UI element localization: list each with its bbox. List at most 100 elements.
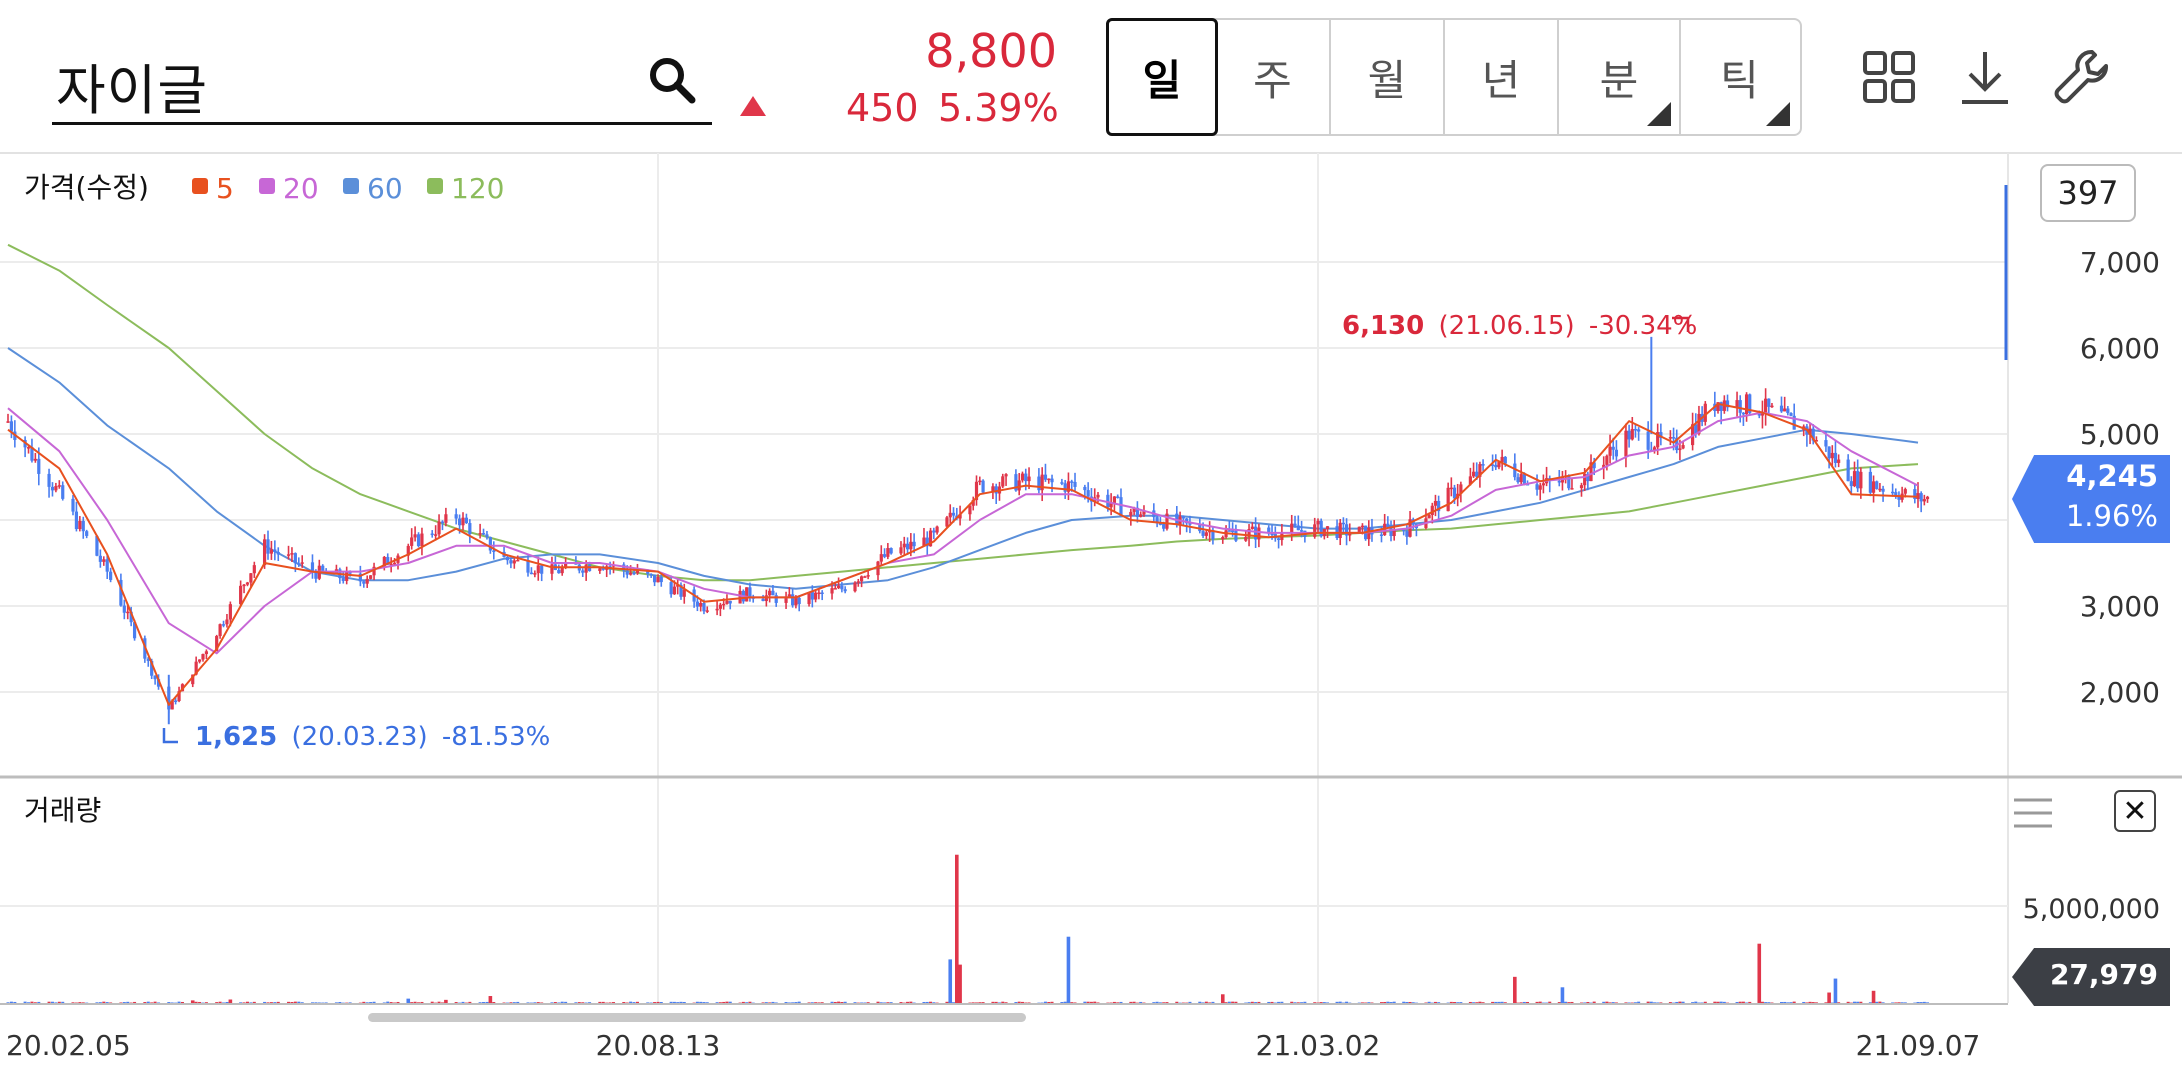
volume-bar	[1538, 1001, 1542, 1003]
candle-body	[797, 597, 801, 605]
candle-body	[509, 560, 513, 564]
volume-bar	[317, 1002, 321, 1003]
candle-body	[1267, 527, 1271, 534]
volume-bar	[1408, 1001, 1412, 1003]
volume-bar	[705, 1002, 709, 1003]
candle-body	[1719, 402, 1723, 411]
search-input[interactable]: 자이글	[56, 59, 209, 122]
candle-body	[635, 570, 640, 574]
candle-body	[705, 610, 709, 612]
candle-body	[61, 485, 65, 499]
candle-body	[1846, 459, 1850, 482]
candle-body	[836, 585, 841, 589]
volume-bar	[47, 1001, 51, 1003]
legend-swatch-5	[192, 178, 208, 194]
candle-body	[1691, 424, 1695, 446]
volume-bar	[722, 1001, 726, 1003]
volume-bar	[1783, 1001, 1787, 1003]
ma20-line	[7, 407, 1919, 655]
volume-bar	[1119, 1001, 1123, 1003]
tab-day[interactable]: 일	[1106, 18, 1218, 136]
tab-week[interactable]: 주	[1216, 20, 1331, 134]
candle-body	[1491, 464, 1495, 466]
volume-bar	[1437, 1002, 1441, 1003]
candle-body	[444, 514, 448, 523]
wrench-icon[interactable]	[2052, 46, 2110, 106]
volume-bar	[659, 1001, 663, 1003]
candle-body	[1063, 483, 1067, 492]
volume-bar	[1748, 1001, 1752, 1003]
volume-bar	[6, 1002, 10, 1003]
volume-bar	[975, 1002, 979, 1003]
candle-body	[177, 691, 181, 702]
candle-body	[1837, 459, 1841, 463]
volume-bar	[1027, 1002, 1031, 1003]
candle-body	[1109, 503, 1113, 508]
candle-body	[1725, 400, 1730, 408]
volume-bar	[146, 1001, 150, 1003]
search-field[interactable]: 자이글	[52, 40, 712, 125]
volume-bar	[1139, 1001, 1143, 1003]
price-axis-label: 2,000	[2080, 676, 2160, 709]
volume-bar	[1089, 1001, 1093, 1003]
candle-body	[1583, 473, 1587, 486]
candle-body	[1083, 486, 1087, 491]
candle-body	[1856, 471, 1860, 489]
volume-bar	[1198, 1001, 1202, 1003]
current-volume-tag-value: 27,979	[2049, 958, 2158, 991]
volume-bar	[1668, 1002, 1672, 1003]
hamburger-menu-icon[interactable]	[2012, 796, 2054, 830]
volume-bar	[1808, 1001, 1812, 1003]
volume-bar	[1814, 1002, 1818, 1003]
candle-body	[702, 602, 706, 612]
price-axis-label: 7,000	[2080, 246, 2160, 279]
grid-layout-icon[interactable]	[1862, 50, 1916, 104]
candle-body	[1475, 471, 1479, 477]
candle-body	[1446, 487, 1450, 512]
volume-bar	[1070, 1002, 1074, 1003]
volume-bar	[533, 1002, 537, 1003]
candle-body	[978, 480, 982, 483]
volume-bar	[1608, 1002, 1612, 1003]
volume-bar	[1722, 1001, 1726, 1003]
low-pct: -81.53%	[442, 722, 551, 752]
candle-body	[266, 539, 270, 554]
candle-body	[242, 584, 246, 587]
candle-body	[899, 547, 903, 554]
candle-body	[1557, 480, 1561, 483]
volume-bar	[1063, 1001, 1067, 1003]
candle-body	[225, 619, 229, 625]
volume-bar	[170, 1002, 174, 1003]
candle-body	[771, 590, 775, 596]
tab-month[interactable]: 월	[1331, 20, 1445, 134]
candle-body	[830, 588, 834, 594]
candle-body	[457, 518, 462, 526]
search-icon[interactable]	[646, 54, 698, 106]
volume-bar	[837, 1001, 841, 1003]
tab-minute[interactable]: 분	[1559, 20, 1681, 134]
tab-year[interactable]: 년	[1445, 20, 1559, 134]
candle-body	[1878, 488, 1882, 491]
volume-bar	[1497, 1001, 1501, 1003]
candle-body	[1116, 496, 1120, 498]
volume-bar	[1296, 1002, 1300, 1003]
volume-bar	[417, 1002, 421, 1003]
indicator-count-badge[interactable]: 397	[2040, 164, 2136, 222]
download-icon[interactable]	[1958, 48, 2012, 106]
candle-body	[1231, 530, 1235, 533]
horizontal-scrollbar[interactable]	[368, 1013, 1026, 1022]
candle-body	[853, 582, 857, 592]
volume-bar	[119, 1002, 123, 1003]
volume-bar	[997, 1002, 1001, 1003]
volume-bar	[1646, 1001, 1650, 1003]
candle-body	[85, 531, 89, 536]
candle-body	[1913, 489, 1917, 500]
candle-body	[784, 596, 788, 603]
candle-body	[1668, 437, 1672, 439]
tab-tick[interactable]: 틱	[1681, 20, 1798, 134]
candle-body	[1789, 413, 1793, 416]
candle-body	[430, 533, 434, 536]
close-volume-panel-button[interactable]: ✕	[2114, 790, 2156, 832]
volume-bar	[1859, 1001, 1863, 1003]
